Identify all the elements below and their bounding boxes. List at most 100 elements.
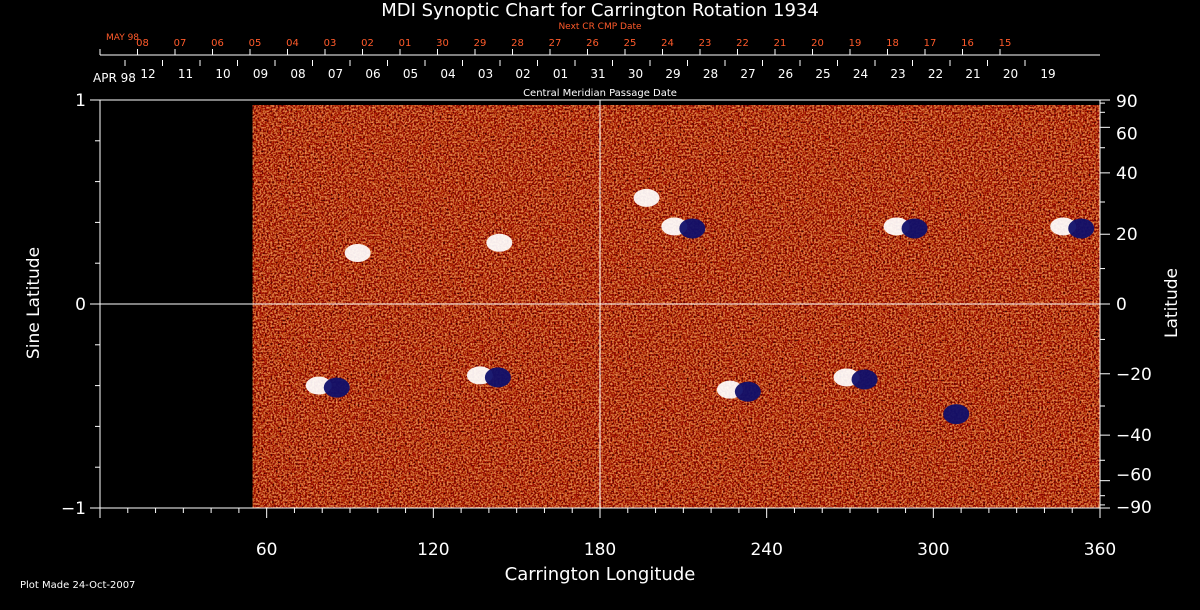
x-axis-label: Carrington Longitude bbox=[504, 564, 696, 585]
cmp-date-label: 02 bbox=[515, 67, 530, 81]
cmp-date-label: 03 bbox=[478, 67, 493, 81]
x-tick-label: 60 bbox=[256, 540, 278, 560]
next-cr-date-label: 17 bbox=[924, 38, 937, 49]
cmp-date-label: 07 bbox=[328, 67, 343, 81]
active-regions bbox=[305, 188, 1095, 425]
active-region bbox=[633, 188, 660, 207]
cmp-date-label: 05 bbox=[403, 67, 418, 81]
negative-patch bbox=[484, 367, 511, 388]
cmp-date-label: 01 bbox=[553, 67, 568, 81]
next-cr-date-label: 04 bbox=[286, 38, 299, 49]
active-region bbox=[833, 368, 878, 390]
negative-patch bbox=[734, 381, 761, 402]
active-region bbox=[661, 217, 706, 239]
active-region bbox=[883, 217, 928, 239]
y-axis-right-label: Latitude bbox=[1162, 268, 1182, 338]
negative-patch bbox=[323, 377, 350, 398]
y-right-tick-label: 0 bbox=[1116, 295, 1127, 315]
magnetogram-map bbox=[252, 105, 1100, 508]
positive-patch bbox=[486, 233, 513, 252]
y-right-tick-label: −60 bbox=[1116, 466, 1152, 486]
cmp-date-label: 29 bbox=[665, 67, 680, 81]
negative-patch bbox=[851, 369, 878, 390]
x-tick-label: 360 bbox=[1084, 540, 1116, 560]
cmp-axis-label: Central Meridian Passage Date bbox=[523, 88, 677, 99]
y-axis-left-label: Sine Latitude bbox=[24, 246, 44, 360]
x-tick-label: 300 bbox=[917, 540, 949, 560]
next-cr-date-label: 02 bbox=[361, 38, 374, 49]
cmp-date-label: 08 bbox=[290, 67, 305, 81]
active-region bbox=[716, 380, 761, 402]
cmp-date-label: 26 bbox=[778, 67, 793, 81]
cmp-date-label: 12 bbox=[140, 67, 155, 81]
next-cr-date-label: 05 bbox=[249, 38, 262, 49]
cmp-date-label: 21 bbox=[965, 67, 980, 81]
x-tick-label: 120 bbox=[417, 540, 449, 560]
next-cr-date-label: 26 bbox=[586, 38, 599, 49]
y-left-tick-label: 1 bbox=[75, 91, 86, 111]
next-cr-date-label: 30 bbox=[436, 38, 449, 49]
next-cr-date-label: 07 bbox=[174, 38, 187, 49]
active-region bbox=[1050, 217, 1095, 239]
cmp-date-label: 09 bbox=[253, 67, 268, 81]
next-cr-date-label: 22 bbox=[736, 38, 749, 49]
plot-made-note: Plot Made 24-Oct-2007 bbox=[20, 580, 136, 591]
next-cr-date-label: 18 bbox=[886, 38, 899, 49]
negative-patch bbox=[901, 218, 928, 239]
y-right-tick-label: −40 bbox=[1116, 426, 1152, 446]
cmp-date-label: 24 bbox=[853, 67, 868, 81]
cmp-date-label: 27 bbox=[740, 67, 755, 81]
positive-patch bbox=[633, 188, 660, 207]
cmp-date-label: 04 bbox=[440, 67, 455, 81]
negative-patch bbox=[679, 218, 706, 239]
next-cr-date-label: 03 bbox=[324, 38, 337, 49]
cmp-date-label: 22 bbox=[928, 67, 943, 81]
y-right-tick-label: 90 bbox=[1116, 92, 1138, 112]
next-cr-date-label: 25 bbox=[624, 38, 637, 49]
active-region bbox=[486, 233, 513, 252]
active-region bbox=[344, 244, 371, 262]
negative-patch bbox=[943, 404, 970, 425]
y-right-tick-label: 40 bbox=[1116, 164, 1138, 184]
next-cr-date-label: 29 bbox=[474, 38, 487, 49]
positive-patch bbox=[344, 244, 371, 262]
cmp-date-label: 06 bbox=[365, 67, 380, 81]
x-tick-label: 180 bbox=[584, 540, 616, 560]
y-right-tick-label: 20 bbox=[1116, 225, 1138, 245]
cmp-date-label: 23 bbox=[890, 67, 905, 81]
cmp-date-label: 28 bbox=[703, 67, 718, 81]
y-left-tick-label: 0 bbox=[75, 295, 86, 315]
cmp-date-label: 30 bbox=[628, 67, 643, 81]
next-cr-date-label: 08 bbox=[136, 38, 149, 49]
next-cr-date-label: 28 bbox=[511, 38, 524, 49]
next-cr-date-label: 20 bbox=[811, 38, 824, 49]
next-cr-date-label: 27 bbox=[549, 38, 562, 49]
map-texture bbox=[252, 105, 1100, 508]
next-cr-date-label: 16 bbox=[961, 38, 974, 49]
next-cr-date-label: 01 bbox=[399, 38, 412, 49]
next-cr-date-label: 06 bbox=[211, 38, 224, 49]
cmp-date-label: 25 bbox=[815, 67, 830, 81]
next-cr-date-label: 24 bbox=[661, 38, 674, 49]
next-cr-date-label: 23 bbox=[699, 38, 712, 49]
next-cr-date-label: 15 bbox=[999, 38, 1012, 49]
cmp-date-label: 31 bbox=[590, 67, 605, 81]
y-right-tick-label: −90 bbox=[1116, 498, 1152, 518]
cmp-date-label: 19 bbox=[1040, 67, 1055, 81]
cmp-date-label: 10 bbox=[215, 67, 230, 81]
cmp-date-label: 20 bbox=[1003, 67, 1018, 81]
y-right-tick-label: 60 bbox=[1116, 124, 1138, 144]
y-left-tick-label: −1 bbox=[61, 499, 86, 519]
cmp-month-label: APR 98 bbox=[93, 71, 136, 85]
y-right-tick-label: −20 bbox=[1116, 365, 1152, 385]
chart-title: MDI Synoptic Chart for Carrington Rotati… bbox=[381, 0, 819, 21]
active-region bbox=[466, 366, 511, 388]
negative-patch bbox=[1068, 218, 1095, 239]
cmp-date-label: 11 bbox=[178, 67, 193, 81]
chart-axes: 60 120 180 240 300 360−101 906040200−20−40−60−… bbox=[61, 38, 1152, 560]
next-cr-date-label: 21 bbox=[774, 38, 787, 49]
x-tick-label: 240 bbox=[750, 540, 782, 560]
next-cr-month-label: MAY 98 bbox=[106, 33, 140, 43]
